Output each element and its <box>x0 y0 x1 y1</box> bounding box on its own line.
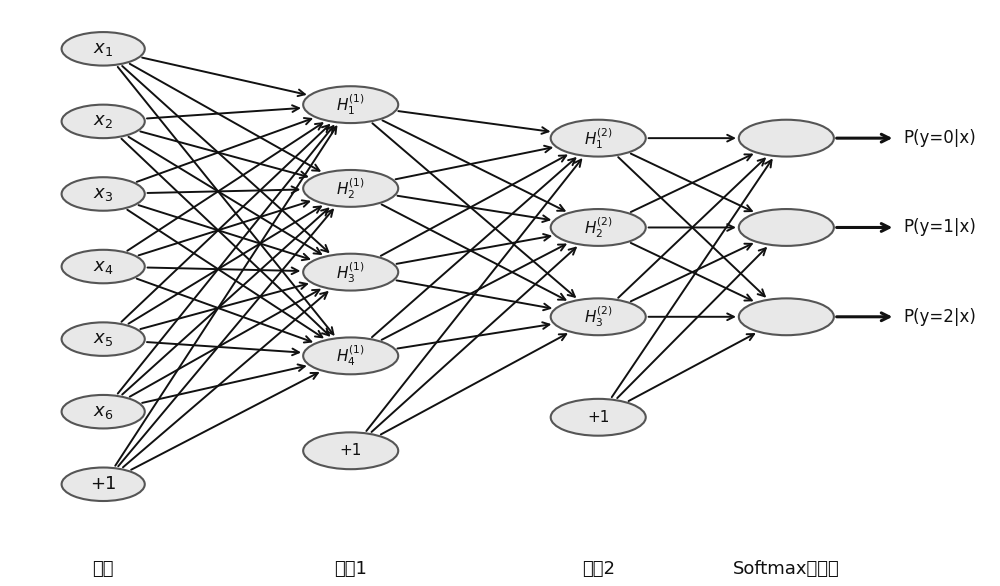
Text: Softmax分类器: Softmax分类器 <box>733 560 840 578</box>
Ellipse shape <box>62 177 145 211</box>
Text: $H^{(1)}_4$: $H^{(1)}_4$ <box>336 343 365 368</box>
Text: +1: +1 <box>90 475 116 493</box>
Ellipse shape <box>551 120 646 156</box>
Text: $x_3$: $x_3$ <box>93 185 113 203</box>
Ellipse shape <box>739 209 834 246</box>
Ellipse shape <box>739 120 834 156</box>
Text: $H^{(1)}_2$: $H^{(1)}_2$ <box>336 176 365 201</box>
Text: P(y=1|x): P(y=1|x) <box>903 219 976 237</box>
Text: 特征2: 特征2 <box>582 560 615 578</box>
Ellipse shape <box>62 32 145 66</box>
Ellipse shape <box>62 105 145 138</box>
Text: +1: +1 <box>340 443 362 458</box>
Ellipse shape <box>303 338 398 374</box>
Text: $H^{(2)}_3$: $H^{(2)}_3$ <box>584 304 613 329</box>
Ellipse shape <box>62 322 145 356</box>
Text: $x_6$: $x_6$ <box>93 403 113 421</box>
Ellipse shape <box>551 209 646 246</box>
Text: $H^{(2)}_1$: $H^{(2)}_1$ <box>584 126 613 151</box>
Ellipse shape <box>303 170 398 207</box>
Text: $x_4$: $x_4$ <box>93 257 113 275</box>
Text: $x_2$: $x_2$ <box>93 113 113 131</box>
Text: 输入: 输入 <box>92 560 114 578</box>
Ellipse shape <box>303 86 398 123</box>
Text: 特征1: 特征1 <box>334 560 367 578</box>
Text: $H^{(2)}_2$: $H^{(2)}_2$ <box>584 215 613 240</box>
Text: P(y=2|x): P(y=2|x) <box>903 308 976 326</box>
Ellipse shape <box>739 298 834 335</box>
Ellipse shape <box>551 298 646 335</box>
Ellipse shape <box>62 395 145 428</box>
Text: $H^{(1)}_1$: $H^{(1)}_1$ <box>336 92 365 117</box>
Text: $x_1$: $x_1$ <box>93 40 113 58</box>
Text: $H^{(1)}_3$: $H^{(1)}_3$ <box>336 260 365 285</box>
Ellipse shape <box>62 250 145 283</box>
Text: P(y=0|x): P(y=0|x) <box>903 129 976 147</box>
Ellipse shape <box>551 399 646 436</box>
Ellipse shape <box>62 468 145 501</box>
Text: $x_5$: $x_5$ <box>93 330 113 348</box>
Ellipse shape <box>303 254 398 291</box>
Ellipse shape <box>303 432 398 469</box>
Text: +1: +1 <box>587 410 609 425</box>
